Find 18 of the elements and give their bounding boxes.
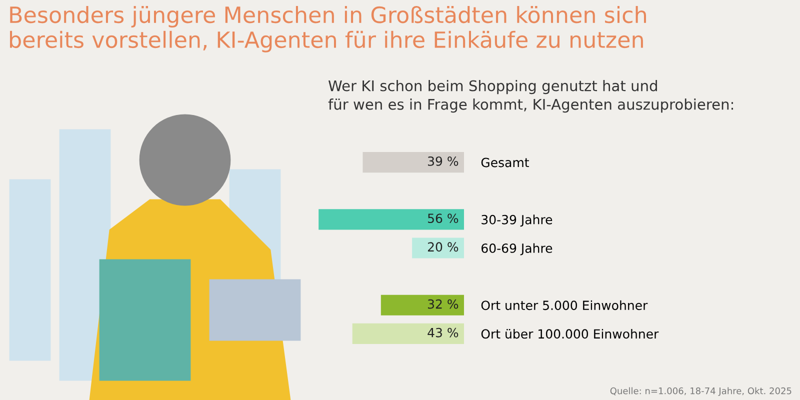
y-tick-label: Ort unter 5.000 Einwohner — [481, 300, 648, 310]
bar — [380, 294, 464, 316]
source-note: Quelle: n=1.006, 18-74 Jahre, Okt. 2025 — [610, 387, 792, 396]
chart-title: Besonders jüngere Menschen in Großstädten können sich bereits vorstellen, KI-Agenten für ihre Einkäufe zu nutzen — [10, 6, 646, 52]
bar — [318, 209, 464, 230]
data-label: 56 % — [428, 214, 458, 224]
bar — [352, 323, 464, 344]
data-label: 43 % — [428, 328, 458, 338]
text: Wer KI schon beim Shopping genutzt hat und für wen es in Frage kommt, KI-Agenten auszuprobieren: — [328, 80, 733, 113]
data-label: 20 % — [428, 242, 458, 252]
y-tick-label: 60-69 Jahre — [482, 243, 552, 256]
data-label: 32 % — [428, 299, 458, 309]
y-tick-label: Ort über 100.000 Einwohner — [481, 328, 659, 339]
y-tick-label: 30-39 Jahre — [482, 214, 552, 227]
y-tick-label: Gesamt — [481, 158, 529, 168]
bar — [412, 238, 464, 258]
data-label: 39 % — [428, 156, 458, 166]
bar — [362, 152, 464, 173]
